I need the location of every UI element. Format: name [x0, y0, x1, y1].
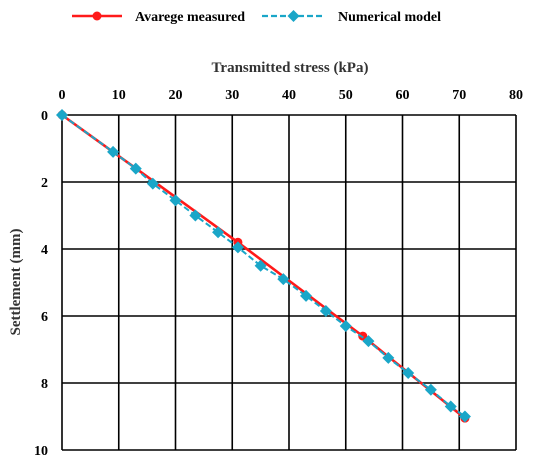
point-numerical-model	[146, 177, 159, 190]
point-numerical-model	[56, 109, 68, 121]
x-tick-label: 20	[169, 88, 183, 103]
point-numerical-model	[169, 194, 182, 207]
point-numerical-model	[254, 259, 267, 272]
point-numerical-model	[300, 289, 313, 302]
series-line-avarege-measured	[61, 113, 466, 420]
point-numerical-model	[382, 351, 395, 364]
x-tick-label: 50	[339, 88, 353, 103]
point-numerical-model	[212, 226, 225, 239]
y-tick-label: 4	[41, 243, 48, 258]
point-numerical-model	[129, 162, 142, 175]
point-numerical-model	[339, 320, 352, 333]
x-tick-labels: 0 10 20 30 40 50 60 70 80	[59, 88, 524, 103]
y-tick-labels: 0 2 4 6 8 10	[34, 109, 48, 459]
x-tick-label: 70	[452, 88, 466, 103]
legend-marker-circle	[92, 11, 102, 21]
legend: Avarege measured Numerical model	[72, 10, 441, 25]
point-numerical-model	[107, 145, 120, 158]
point-numerical-model	[362, 335, 375, 348]
point-numerical-model	[424, 383, 437, 396]
x-tick-label: 60	[396, 88, 410, 103]
x-tick-label: 30	[225, 88, 239, 103]
y-tick-label: 2	[41, 176, 48, 191]
point-numerical-model	[458, 410, 471, 423]
point-avarege-measured	[358, 331, 368, 341]
plot-grid	[61, 114, 517, 451]
y-tick-label: 0	[41, 109, 48, 124]
series-layer	[56, 109, 471, 423]
y-tick-label: 8	[41, 377, 48, 392]
legend-marker-diamond	[287, 10, 300, 22]
legend-label: Numerical model	[338, 10, 441, 25]
point-numerical-model	[444, 400, 457, 413]
point-numerical-model	[402, 366, 415, 379]
point-numerical-model	[319, 304, 332, 317]
point-numerical-model	[277, 273, 290, 286]
point-numerical-model	[231, 241, 244, 254]
y-tick-label: 10	[34, 444, 48, 459]
point-numerical-model	[189, 209, 202, 222]
legend-label: Avarege measured	[135, 10, 245, 25]
y-axis-title: Settlement (mm)	[8, 228, 24, 335]
x-tick-label: 40	[282, 88, 296, 103]
x-tick-label: 10	[112, 88, 126, 103]
y-tick-label: 6	[41, 310, 48, 325]
x-axis-title: Transmitted stress (kPa)	[212, 60, 369, 76]
x-tick-label: 0	[59, 88, 66, 103]
x-tick-label: 80	[509, 88, 523, 103]
